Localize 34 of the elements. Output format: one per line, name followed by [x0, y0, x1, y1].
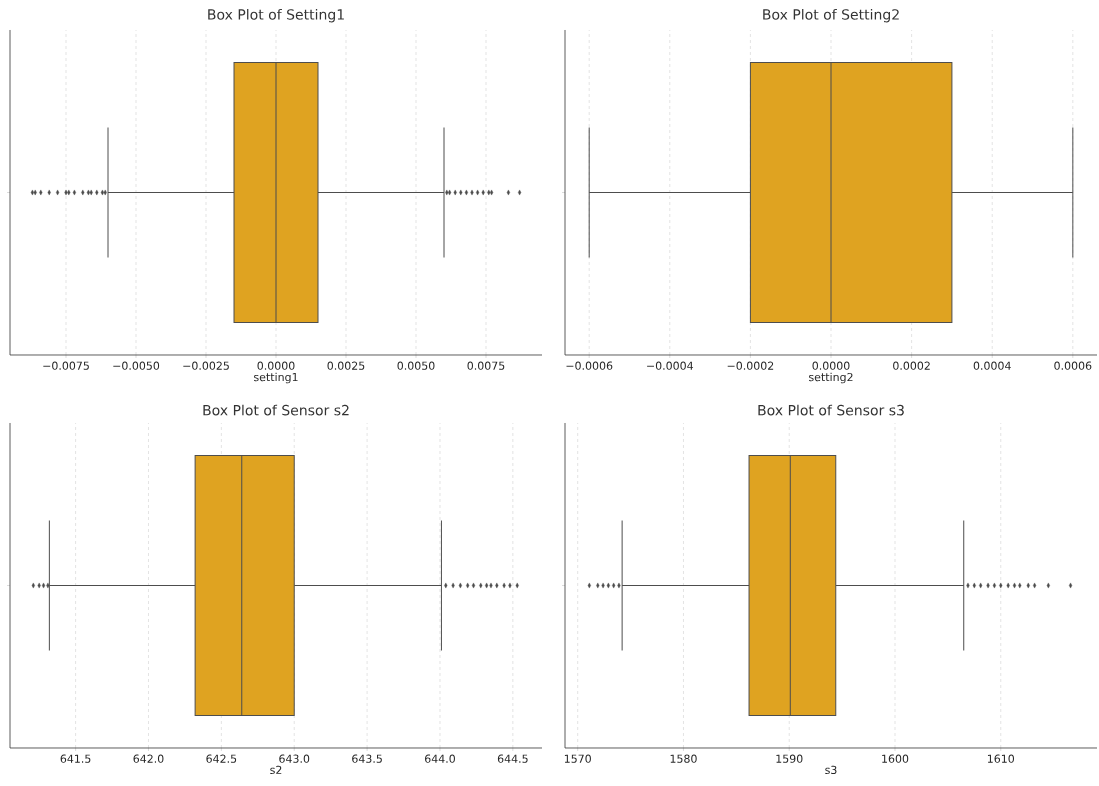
x-tick-label: 1610 — [987, 754, 1015, 763]
x-tick-label: 643.5 — [352, 754, 382, 763]
x-tick-label: −0.0025 — [183, 361, 229, 370]
x-tick-label: 641.5 — [60, 754, 91, 763]
x-tick-label: 1580 — [670, 754, 697, 763]
x-tick-label: 642.0 — [133, 754, 164, 763]
x-tick-label: 644.5 — [497, 754, 528, 763]
x-tick-label: −0.0075 — [43, 361, 89, 370]
x-tick-label: 642.5 — [206, 754, 237, 763]
x-tick-label: 0.0000 — [257, 361, 295, 370]
x-tick-label: 1600 — [882, 754, 909, 763]
x-tick-label: −0.0006 — [566, 361, 613, 370]
x-tick-label: 0.0006 — [1054, 361, 1092, 370]
x-tick-label: 0.0000 — [812, 361, 850, 370]
x-tick-label: 1590 — [776, 754, 803, 763]
x-tick-label: 1570 — [564, 754, 591, 763]
x-tick-label: 644.0 — [425, 754, 455, 763]
chart-title: Box Plot of Setting1 — [208, 8, 344, 23]
chart-title: Box Plot of Sensor s2 — [203, 404, 349, 416]
x-tick-label: 643.0 — [279, 754, 310, 763]
x-tick-label: 0.0002 — [893, 361, 930, 370]
x-tick-label: 0.0025 — [327, 361, 365, 370]
chart-title: Box Plot of Sensor s3 — [758, 404, 904, 416]
chart-title: Box Plot of Setting2 — [763, 8, 899, 23]
x-tick-label: 0.0075 — [467, 361, 505, 370]
x-tick-label: 0.0004 — [973, 361, 1011, 370]
x-tick-label: −0.0002 — [727, 361, 774, 370]
x-tick-label: −0.0050 — [113, 361, 160, 370]
x-axis-title: s2 — [270, 765, 282, 775]
x-axis-title: setting2 — [809, 372, 853, 384]
x-tick-label: 0.0050 — [397, 361, 435, 370]
x-axis-title: setting1 — [254, 372, 298, 384]
x-tick-label: −0.0004 — [647, 361, 694, 370]
x-axis-title: s3 — [825, 765, 837, 775]
